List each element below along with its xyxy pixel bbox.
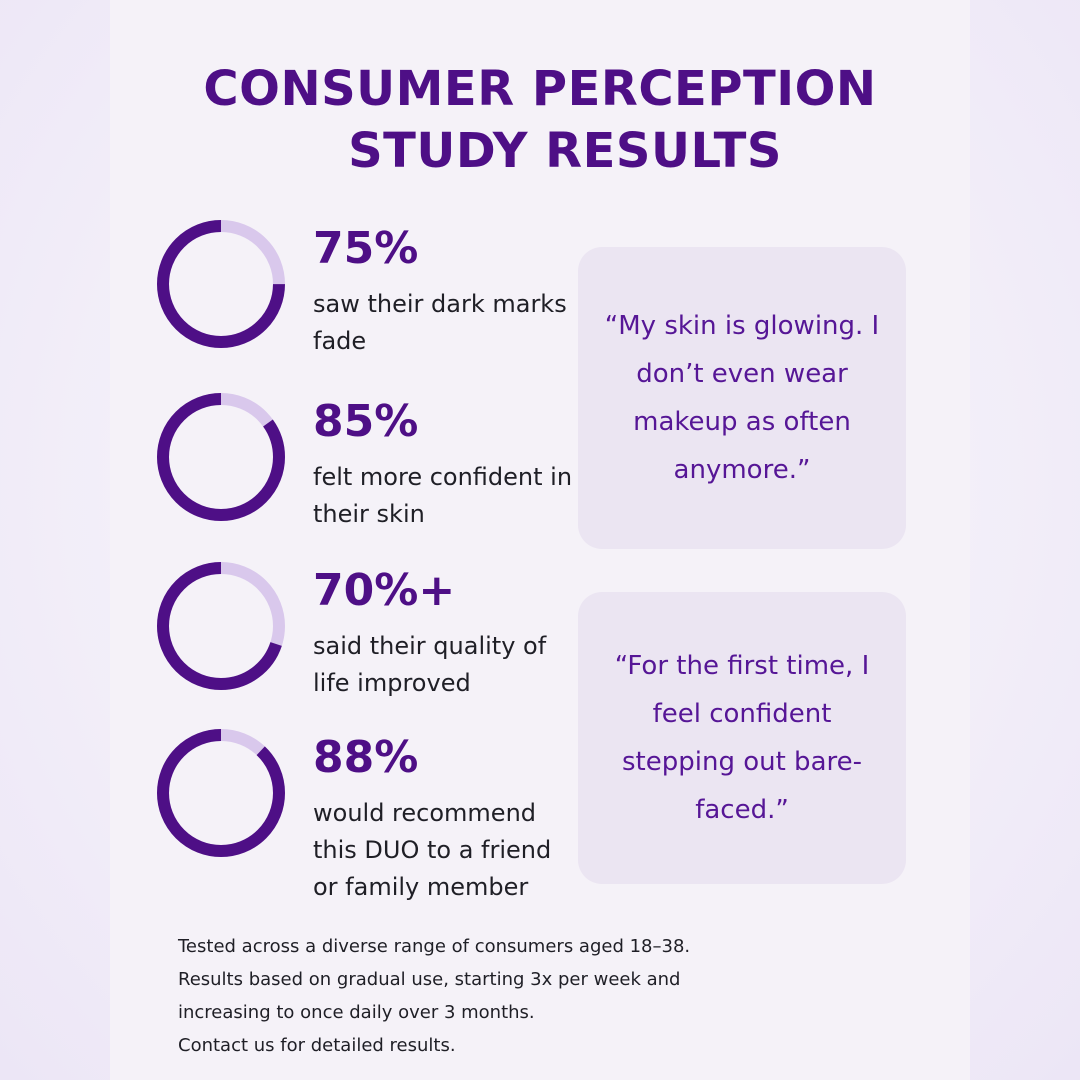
donut-chart-quality-of-life [157, 562, 285, 690]
donut-chart-recommend [157, 729, 285, 857]
donut-fill-recommend [157, 729, 285, 857]
footnote-line: Tested across a diverse range of consume… [178, 936, 691, 957]
donut-chart-dark-marks [157, 220, 285, 348]
testimonial-quote: “For the first time, I feel confident st… [614, 651, 870, 825]
donut-fill-dark-marks [157, 220, 285, 348]
stat-value: 70%+ [313, 565, 456, 616]
stat-value: 85% [313, 396, 419, 447]
stat-value: 75% [313, 223, 419, 274]
donut-chart-confident [157, 393, 285, 521]
study-footnote: Tested across a diverse range of consume… [178, 930, 878, 1062]
stat-caption: said their quality of life improved [313, 632, 547, 697]
stat-caption: would recommend this DUO to a friend or … [313, 799, 552, 901]
stat-caption: felt more confident in their skin [313, 463, 573, 528]
stat-caption: saw their dark marks fade [313, 290, 567, 355]
title-line-1: CONSUMER PERCEPTION [203, 61, 877, 117]
title-line-2: STUDY RESULTS [348, 123, 782, 179]
donut-fill-quality-of-life [157, 562, 285, 690]
testimonial-quote: “My skin is glowing. I don’t even wear m… [604, 311, 880, 485]
footnote-line: Contact us for detailed results. [178, 1035, 456, 1056]
footnote-line: Results based on gradual use, starting 3… [178, 969, 681, 990]
testimonial-card-2: “For the first time, I feel confident st… [578, 592, 906, 884]
footnote-line: increasing to once daily over 3 months. [178, 1002, 535, 1023]
page-title: CONSUMER PERCEPTION STUDY RESULTS [0, 58, 1080, 182]
donut-fill-confident [157, 393, 285, 521]
stat-value: 88% [313, 732, 419, 783]
testimonial-card-1: “My skin is glowing. I don’t even wear m… [578, 247, 906, 549]
